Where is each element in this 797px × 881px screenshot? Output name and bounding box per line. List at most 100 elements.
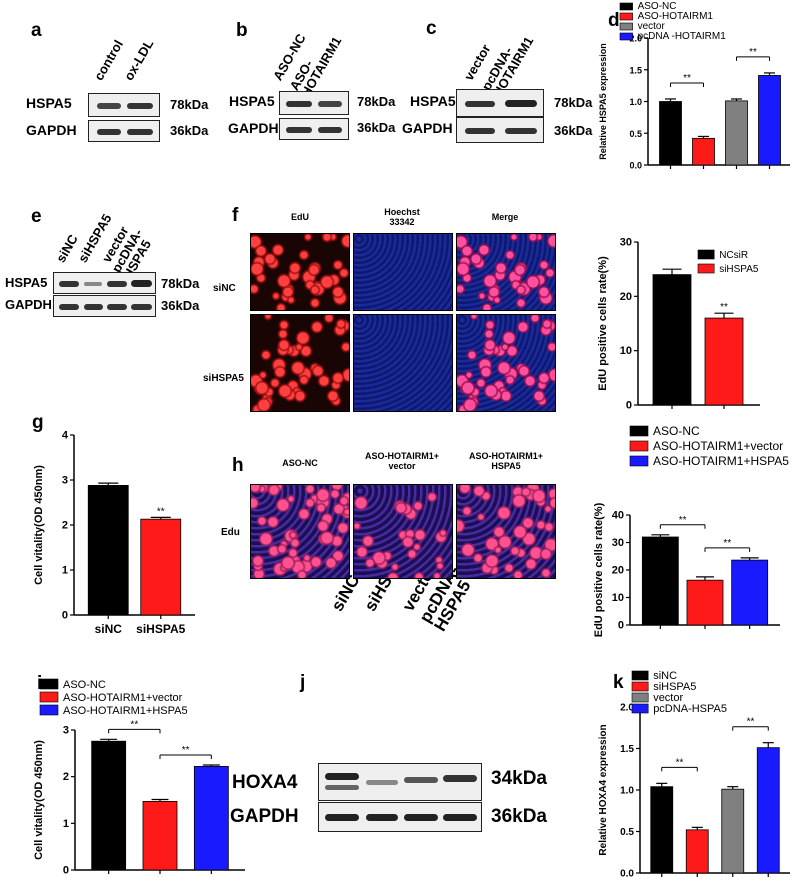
band [465,101,495,107]
y-axis-title: Relative HSPA5 expression [598,43,608,159]
band [97,129,121,135]
micrograph-h-aso-nc [250,484,350,579]
band [325,785,359,790]
y-tick-label: 2 [63,771,69,783]
legend-swatch [629,440,649,452]
chart-h: 0 10 20 30 40 EdU positive cells rate(%) ** ** A… [593,424,789,637]
band [84,282,102,286]
y-tick-label: 0.5 [620,827,634,838]
bar [659,101,682,166]
legend-label: ASO-HOTAIRM1 [638,11,714,22]
legend-swatch [631,681,649,692]
chart-d: 0.0 0.5 1.0 1.5 2.0 Relative HSPA5 expression… [598,1,790,171]
y-tick-label: 40 [612,510,624,522]
micrograph-f-sinc-merge [456,233,556,311]
y-tick-label: 4 [62,430,69,442]
blot-b-gapdh-label: GAPDH [228,120,279,136]
legend-label: siHSPA5 [719,264,759,275]
band [127,103,153,109]
bar [142,800,178,871]
blot-j-36kda: 36kDa [491,806,547,827]
blot-j-gapdh [318,802,482,832]
bar [704,317,744,406]
y-tick-label: 1.0 [629,97,642,107]
legend-label: ASO-HOTAIRM1+HSPA5 [653,454,789,468]
band [443,814,477,821]
y-tick-label: 30 [620,237,632,249]
y-tick-label: 2.0 [629,34,642,44]
bar [140,518,182,616]
blot-a-gapdh [88,120,160,142]
blot-e-78kda: 78kDa [161,276,200,291]
legend-swatch [631,692,649,703]
panel-h-col-vector: ASO-HOTAIRM1+ vector [364,451,440,471]
micrograph-f-sihspa5-edu [250,314,350,412]
legend-label: vector [638,21,666,32]
y-tick-label: 0 [63,865,69,877]
y-tick-label: 0.5 [629,129,642,139]
blot-c-36kda: 36kDa [554,123,593,138]
legend-swatch [619,2,633,11]
significance-mark: ** [683,73,691,84]
legend-swatch [697,263,715,274]
legend-swatch [631,670,649,681]
band [286,101,312,107]
band [318,101,342,107]
y-tick-label: 0.0 [629,161,642,171]
significance-mark: ** [720,302,728,313]
panel-label-g: g [32,412,44,433]
blot-c-gapdh [456,117,544,143]
blot-e-hspa5-label: HSPA5 [5,275,48,290]
micrograph-h-vector [353,484,453,579]
chart-f: 0 10 20 30 EdU positive cells rate(%) ** NCsiR… [597,237,760,412]
bar [91,740,127,871]
blot-a-hspa5-label: HSPA5 [26,95,72,111]
legend-swatch [629,425,649,437]
y-tick-label: 10 [612,592,624,604]
significance-mark: ** [676,757,684,768]
micrograph-f-sinc-edu [250,233,350,311]
band [505,100,537,107]
blot-e-hspa5 [53,272,156,294]
y-axis-title: Cell vitality(OD 450nm) [33,740,45,860]
legend-label: ASO-NC [63,679,106,691]
x-tick-label: siHSPA5 [136,622,185,636]
blot-b-hspa5 [279,91,349,115]
significance-mark: ** [130,719,138,730]
legend-swatch [39,691,59,703]
band [286,127,312,133]
y-tick-label: 1 [63,818,69,830]
legend-swatch [39,704,59,716]
y-tick-label: 3 [63,725,69,737]
band [325,773,359,780]
legend-swatch [631,703,649,714]
chart-g: 0 1 2 3 4 Cell vitality(OD 450nm) siNC siHSPA5 *… [33,430,195,636]
band [404,777,438,783]
significance-mark: ** [749,47,757,58]
blot-a-hspa5 [88,93,160,117]
legend-swatch [619,22,633,31]
micrograph-h-hspa5 [456,484,556,579]
y-tick-label: 0.0 [620,869,634,880]
bar [650,786,674,874]
panel-h-row-edu: Edu [221,527,240,538]
panel-label-c: c [426,18,437,39]
blot-e-36kda: 36kDa [161,298,200,313]
legend-label: siHSPA5 [653,681,696,693]
panel-label-a: a [31,20,42,41]
panel-f-col-merge: Merge [491,212,519,222]
blot-j-hoxa4 [318,763,482,801]
bar [758,75,781,166]
legend-label: ASO-HOTAIRM1+HSPA5 [63,705,188,717]
bar [721,788,745,874]
y-tick-label: 30 [612,537,624,549]
blot-c-gapdh-label: GAPDH [402,120,453,136]
band [59,281,79,287]
band [131,280,152,287]
panel-label-h: h [232,455,244,476]
y-tick-label: 3 [62,475,68,487]
legend-label: ASO-HOTAIRM1+vector [653,439,783,453]
y-tick-label: 2.0 [620,703,634,714]
significance-mark: ** [723,538,731,549]
